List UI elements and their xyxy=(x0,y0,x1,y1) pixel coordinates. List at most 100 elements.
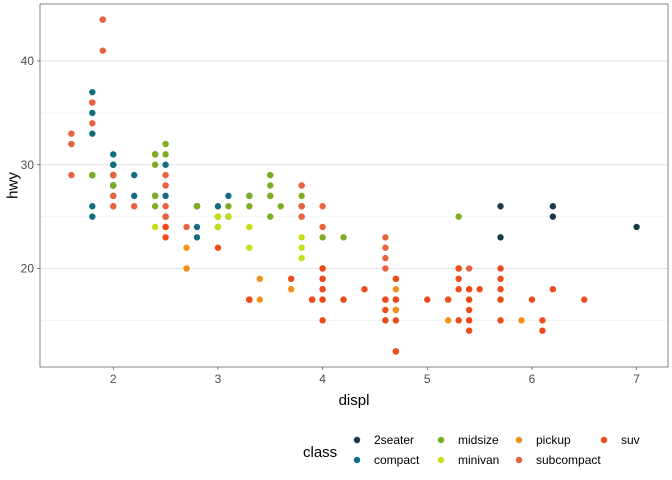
x-tick-label: 5 xyxy=(424,372,431,386)
point-subcompact xyxy=(319,223,326,231)
legend-label-subcompact: subcompact xyxy=(536,453,601,467)
point-minivan xyxy=(214,223,222,231)
point-suv xyxy=(162,223,169,231)
point-suv xyxy=(392,348,400,355)
legend-label-pickup: pickup xyxy=(536,433,571,447)
point-midsize xyxy=(110,182,117,189)
point-minivan xyxy=(298,254,305,262)
point-suv xyxy=(497,265,504,272)
point-pickup xyxy=(392,306,400,314)
point-compact xyxy=(193,234,201,241)
point-midsize xyxy=(319,234,326,241)
point-suv xyxy=(319,275,326,283)
point-minivan xyxy=(298,244,305,251)
point-midsize xyxy=(267,192,274,200)
point-suv xyxy=(246,296,253,303)
point-suv xyxy=(288,275,295,283)
point-subcompact xyxy=(382,244,389,251)
point-2seater xyxy=(549,203,557,210)
point-subcompact xyxy=(382,265,389,272)
point-compact xyxy=(110,151,117,158)
point-compact xyxy=(225,192,232,200)
point-midsize xyxy=(225,203,232,210)
point-subcompact xyxy=(382,254,389,262)
legend-key-midsize xyxy=(437,436,445,444)
point-minivan xyxy=(246,223,253,231)
point-midsize xyxy=(267,213,274,220)
point-subcompact xyxy=(110,203,117,210)
legend-title: class xyxy=(303,444,337,461)
point-2seater xyxy=(549,213,557,220)
legend-key-2seater xyxy=(353,436,361,444)
y-tick-label: 30 xyxy=(21,158,35,172)
point-suv xyxy=(549,286,557,293)
point-suv xyxy=(340,296,347,303)
x-tick-label: 2 xyxy=(110,372,117,386)
point-suv xyxy=(308,296,316,303)
point-subcompact xyxy=(382,234,389,241)
legend-label-compact: compact xyxy=(374,453,420,467)
point-pickup xyxy=(392,286,400,293)
point-midsize xyxy=(151,192,159,200)
point-suv xyxy=(382,296,389,303)
point-compact xyxy=(162,192,169,200)
point-subcompact xyxy=(89,120,96,127)
point-subcompact xyxy=(110,192,117,200)
y-axis-title: hwy xyxy=(4,172,21,199)
point-minivan xyxy=(214,213,222,220)
point-suv xyxy=(319,265,326,272)
point-subcompact xyxy=(298,213,305,220)
point-midsize xyxy=(151,151,159,158)
point-compact xyxy=(89,203,96,210)
point-subcompact xyxy=(298,203,305,210)
point-subcompact xyxy=(465,265,473,272)
point-midsize xyxy=(89,171,96,179)
point-suv xyxy=(392,296,400,303)
point-2seater xyxy=(497,203,504,210)
legend-key-subcompact xyxy=(515,456,523,464)
point-subcompact xyxy=(298,182,305,189)
point-subcompact xyxy=(99,47,107,54)
y-tick-label: 20 xyxy=(21,261,35,275)
point-pickup xyxy=(445,317,452,324)
point-compact xyxy=(193,223,201,231)
legend: class 2seater compact midsize minivan pickup… xyxy=(303,433,640,467)
point-midsize xyxy=(193,203,201,210)
legend-label-suv: suv xyxy=(621,433,640,447)
point-subcompact xyxy=(162,182,169,189)
point-suv xyxy=(581,296,588,303)
legend-label-minivan: minivan xyxy=(458,453,499,467)
point-pickup xyxy=(518,317,525,324)
point-pickup xyxy=(256,275,263,283)
point-suv xyxy=(465,306,473,314)
point-suv xyxy=(392,275,400,283)
point-suv xyxy=(497,275,504,283)
point-suv xyxy=(392,317,400,324)
point-compact xyxy=(214,203,222,210)
x-axis-ticks: 2 3 4 5 6 7 xyxy=(110,367,640,386)
legend-key-pickup xyxy=(515,436,523,444)
point-suv xyxy=(497,296,504,303)
point-suv xyxy=(455,317,462,324)
point-suv xyxy=(465,296,473,303)
point-minivan xyxy=(298,234,305,241)
point-suv xyxy=(319,286,326,293)
point-compact xyxy=(89,213,96,220)
point-pickup xyxy=(288,286,295,293)
point-subcompact xyxy=(131,203,138,210)
point-suv xyxy=(539,317,546,324)
point-2seater xyxy=(497,234,504,241)
point-subcompact xyxy=(162,203,169,210)
point-suv xyxy=(528,296,536,303)
point-suv xyxy=(382,317,389,324)
point-subcompact xyxy=(162,213,169,220)
x-tick-label: 4 xyxy=(319,372,326,386)
point-suv xyxy=(214,244,222,251)
point-subcompact xyxy=(162,171,169,179)
point-compact xyxy=(89,88,96,96)
point-midsize xyxy=(340,234,347,241)
point-subcompact xyxy=(183,223,190,231)
point-pickup xyxy=(183,265,190,272)
point-suv xyxy=(319,317,326,324)
point-subcompact xyxy=(68,130,75,137)
